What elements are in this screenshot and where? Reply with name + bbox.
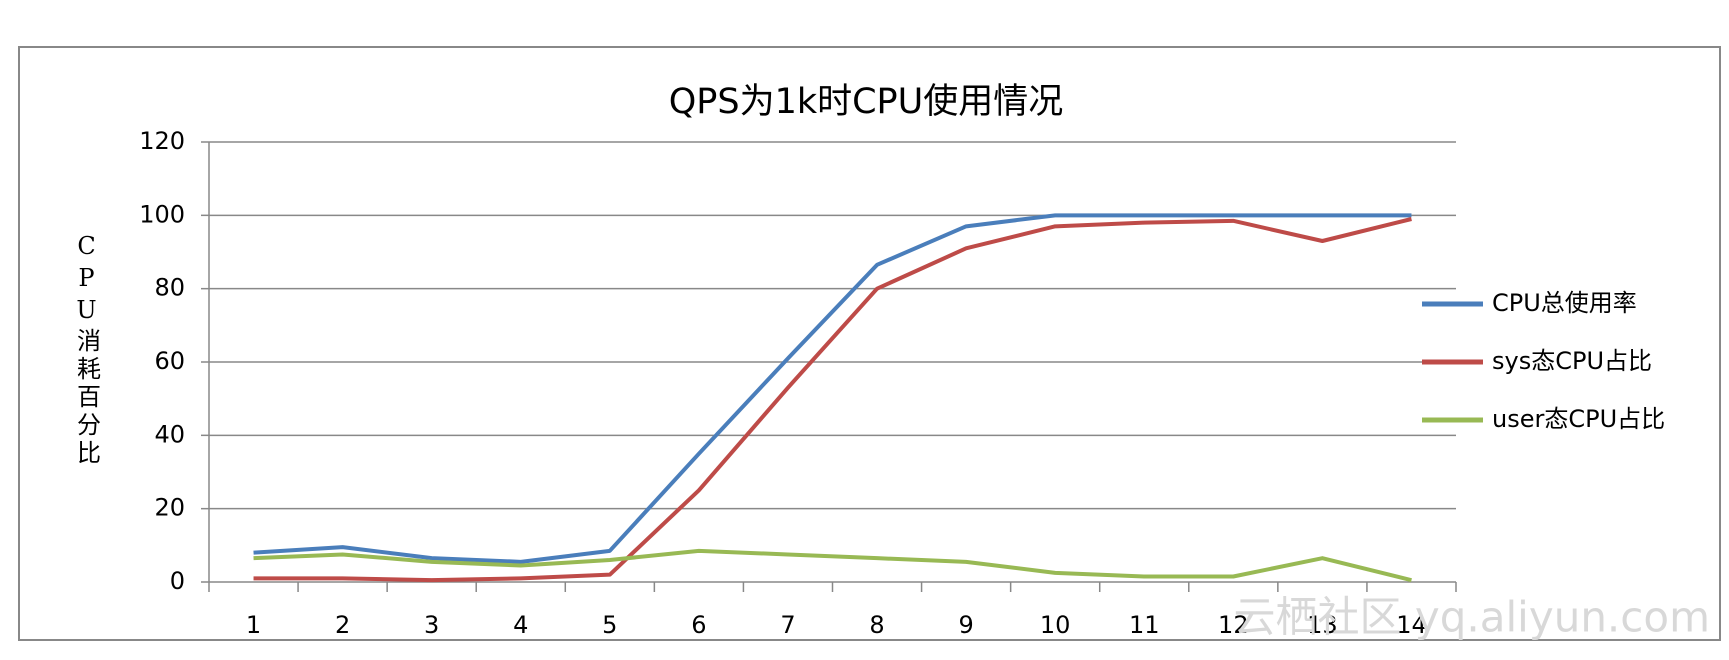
watermark: 云栖社区 yq.aliyun.com [1234,593,1710,642]
legend-label: sys态CPU占比 [1492,347,1652,375]
y-tick-label: 120 [139,127,185,155]
x-tick-label: 2 [335,611,350,639]
line-series [253,548,1412,583]
y-tick-label: 100 [139,200,185,228]
legend-label: user态CPU占比 [1492,405,1665,433]
y-tick-label: 80 [154,274,185,302]
chart-title: QPS为1k时CPU使用情况 [669,82,1064,122]
line-series [253,213,1412,564]
y-tick-label: 0 [170,567,185,595]
x-tick-label: 12 [1218,611,1249,639]
line-series [253,217,1412,583]
x-tick-label: 7 [780,611,795,639]
chart-border [18,46,1721,641]
x-tick-label: 4 [513,611,528,639]
x-tick-label: 1 [246,611,261,639]
x-tick-label: 5 [602,611,617,639]
x-tick-label: 14 [1396,611,1427,639]
x-tick-label: 11 [1129,611,1160,639]
y-tick-label: 60 [154,347,185,375]
x-tick-label: 10 [1040,611,1071,639]
x-tick-label: 6 [691,611,706,639]
y-axis-label: CPU消耗百分比 [73,232,101,468]
y-tick-label: 20 [154,494,185,522]
x-tick-label: 8 [869,611,884,639]
x-tick-label: 9 [958,611,973,639]
y-tick-label: 40 [154,420,185,448]
x-tick-label: 13 [1307,611,1338,639]
x-tick-label: 3 [424,611,439,639]
legend-label: CPU总使用率 [1492,289,1637,317]
